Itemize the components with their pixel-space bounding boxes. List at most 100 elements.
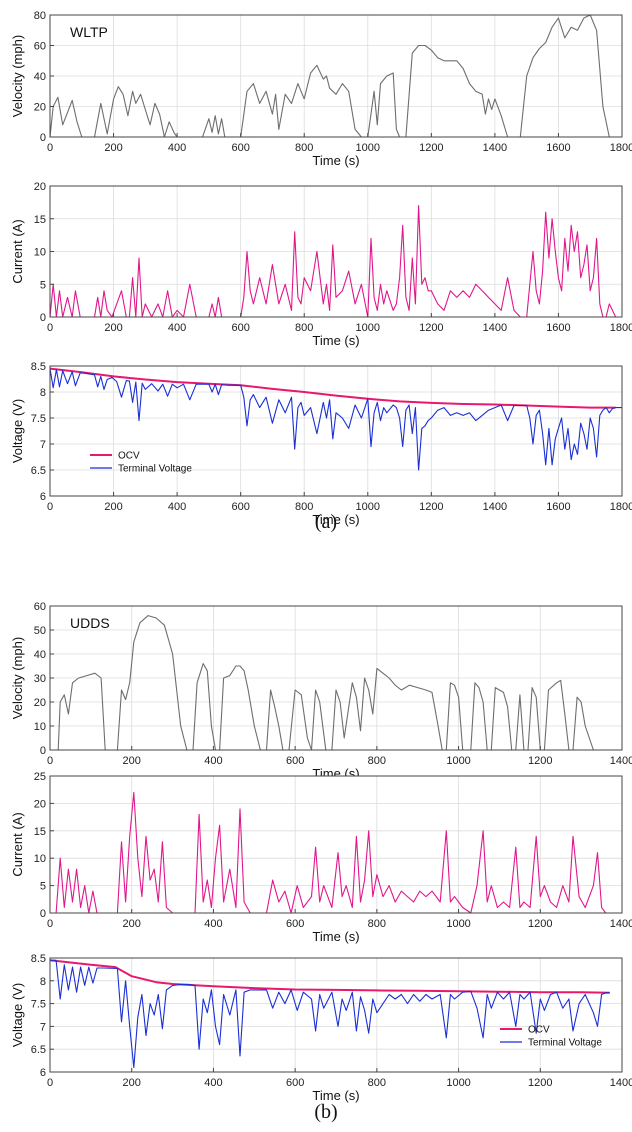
chart3-plot-area <box>50 366 622 496</box>
chart2-xtick-label-6: 1200 <box>419 322 443 334</box>
chart4-ytick-label-5: 50 <box>34 625 46 637</box>
chart6-ytick-label-4: 8 <box>40 976 46 988</box>
chart1: 0 200 400 600 800 1000 1200 1400 1600 1800 0 20 40 60… <box>10 10 632 168</box>
chart6-xtick-label-7: 1400 <box>610 1077 632 1089</box>
chart6-ytick-label-5: 8.5 <box>31 953 46 965</box>
chart6-legend-label-1: Terminal Voltage <box>528 1038 602 1049</box>
chart3-xtick-label-0: 0 <box>47 501 53 513</box>
chart2: 0 200 400 600 800 1000 1200 1400 1600 1800 0 5 10 15 2… <box>10 181 632 348</box>
chart3-xtick-label-5: 1000 <box>356 501 380 513</box>
chart2-series-0 <box>49 205 622 318</box>
chart6-xtick-label-0: 0 <box>47 1077 53 1089</box>
chart3-xlabel: Time (s) <box>312 512 359 527</box>
chart6-xtick-label-5: 1000 <box>446 1077 470 1089</box>
chart3-ytick-label-4: 8 <box>40 387 46 399</box>
chart3-ytick-label-1: 6.5 <box>31 465 46 477</box>
chart4-xtick-label-6: 1200 <box>528 755 552 767</box>
chart1-xtick-label-0: 0 <box>47 142 53 154</box>
chart1-ytick-label-2: 40 <box>34 71 46 83</box>
chart3-xtick-label-4: 800 <box>295 501 313 513</box>
chart1-xtick-label-3: 600 <box>231 142 249 154</box>
chart2-xtick-label-8: 1600 <box>546 322 570 334</box>
chart5-xtick-label-5: 1000 <box>446 918 470 930</box>
chart1-xtick-label-6: 1200 <box>419 142 443 154</box>
chart4-xtick-label-0: 0 <box>47 755 53 767</box>
chart5-ytick-label-5: 25 <box>34 771 46 783</box>
chart2-ytick-label-3: 15 <box>34 214 46 226</box>
chart5-xtick-label-1: 200 <box>123 918 141 930</box>
chart4-annotation: UDDS <box>70 615 110 631</box>
chart3-ytick-label-0: 6 <box>40 491 46 503</box>
chart5-ytick-label-0: 0 <box>40 908 46 920</box>
chart5-ylabel: Current (A) <box>10 812 25 876</box>
chart1-annotation: WLTP <box>70 24 108 40</box>
chart6-xtick-label-6: 1200 <box>528 1077 552 1089</box>
chart5-xtick-label-4: 800 <box>368 918 386 930</box>
chart6-series-ocv <box>49 959 610 994</box>
chart2-xtick-label-9: 1800 <box>610 322 632 334</box>
chart5-ytick-label-4: 20 <box>34 798 46 810</box>
chart4-xtick-label-5: 1000 <box>446 755 470 767</box>
chart3: 0 200 400 600 800 1000 1200 1400 1600 1800 6 6.5 7 7.… <box>10 361 632 527</box>
chart4-xtick-label-1: 200 <box>123 755 141 767</box>
chart1-xtick-label-9: 1800 <box>610 142 632 154</box>
chart4-xtick-label-2: 400 <box>204 755 222 767</box>
chart2-xtick-label-5: 1000 <box>356 322 380 334</box>
chart1-xtick-label-7: 1400 <box>483 142 507 154</box>
chart5-plot-area <box>50 776 622 913</box>
chart3-ytick-label-5: 8.5 <box>31 361 46 373</box>
chart4-xtick-label-3: 600 <box>286 755 304 767</box>
chart3-xtick-label-6: 1200 <box>419 501 443 513</box>
chart1-ylabel: Velocity (mph) <box>10 35 25 117</box>
chart3-legend-label-0: OCV <box>118 451 140 462</box>
chart6-xtick-label-3: 600 <box>286 1077 304 1089</box>
chart3-xtick-label-3: 600 <box>231 501 249 513</box>
chart6-xtick-label-1: 200 <box>123 1077 141 1089</box>
caption-b: (b) <box>314 1101 337 1123</box>
chart6-ytick-label-0: 6 <box>40 1067 46 1079</box>
chart1-ytick-label-4: 80 <box>34 10 46 22</box>
chart6: 0 200 400 600 800 1000 1200 1400 6 6.5 7 7.5 8 8.5 Tim… <box>10 953 632 1103</box>
chart5-frame <box>49 775 623 914</box>
chart6-ytick-label-2: 7 <box>40 1021 46 1033</box>
chart2-ytick-label-4: 20 <box>34 181 46 193</box>
chart2-ylabel: Current (A) <box>10 219 25 283</box>
chart4-xtick-label-7: 1400 <box>610 755 632 767</box>
chart6-ytick-label-1: 6.5 <box>31 1044 46 1056</box>
chart5-series-0 <box>50 791 610 914</box>
chart5-ytick-label-1: 5 <box>40 881 46 893</box>
chart6-xtick-label-2: 400 <box>204 1077 222 1089</box>
chart3-xtick-label-1: 200 <box>104 501 122 513</box>
chart1-xtick-label-2: 400 <box>168 142 186 154</box>
chart5-xtick-label-7: 1400 <box>610 918 632 930</box>
chart6-xlabel: Time (s) <box>312 1088 359 1103</box>
chart3-ylabel: Voltage (V) <box>10 399 25 463</box>
chart5-xlabel: Time (s) <box>312 929 359 944</box>
chart2-ytick-label-1: 5 <box>40 279 46 291</box>
chart4-ytick-label-2: 20 <box>34 697 46 709</box>
chart1-ytick-label-3: 60 <box>34 41 46 53</box>
chart5-xtick-label-6: 1200 <box>528 918 552 930</box>
chart4-ylabel: Velocity (mph) <box>10 637 25 719</box>
chart1-xtick-label-8: 1600 <box>546 142 570 154</box>
chart5-xtick-label-2: 400 <box>204 918 222 930</box>
chart1-xtick-label-1: 200 <box>104 142 122 154</box>
chart4-ytick-label-0: 0 <box>40 745 46 757</box>
chart2-ytick-label-0: 0 <box>40 312 46 324</box>
chart6-series-terminal-voltage <box>50 959 610 1068</box>
chart5-xtick-label-0: 0 <box>47 918 53 930</box>
chart1-xtick-label-4: 800 <box>295 142 313 154</box>
chart1-ytick-label-1: 20 <box>34 102 46 114</box>
chart2-xtick-label-2: 400 <box>168 322 186 334</box>
chart5-xtick-label-3: 600 <box>286 918 304 930</box>
chart4-ytick-label-3: 30 <box>34 673 46 685</box>
caption-a: (a) <box>315 511 337 533</box>
chart3-xtick-label-9: 1800 <box>610 501 632 513</box>
chart2-xtick-label-7: 1400 <box>483 322 507 334</box>
chart2-xtick-label-3: 600 <box>231 322 249 334</box>
chart3-ytick-label-3: 7.5 <box>31 413 46 425</box>
chart6-ylabel: Voltage (V) <box>10 983 25 1047</box>
chart4-xtick-label-4: 800 <box>368 755 386 767</box>
chart2-ytick-label-2: 10 <box>34 247 46 259</box>
chart3-ytick-label-2: 7 <box>40 439 46 451</box>
